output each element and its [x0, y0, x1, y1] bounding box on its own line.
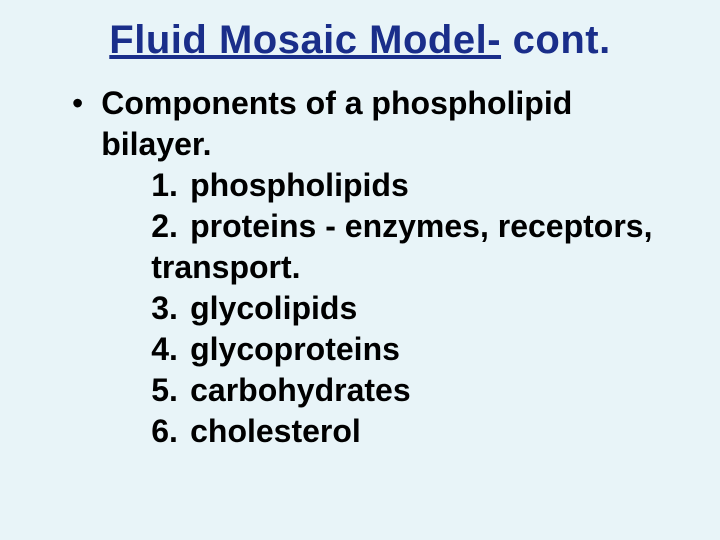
item-text: glycolipids	[190, 290, 357, 326]
numbered-list: 1. phospholipids 2. proteins - enzymes, …	[101, 165, 652, 452]
title-underlined: Fluid Mosaic Model-	[109, 18, 501, 62]
item-text: glycoproteins	[190, 331, 400, 367]
bullet-icon: •	[72, 85, 83, 122]
item-text: proteins - enzymes, receptors,	[190, 208, 652, 244]
main-text-block: Components of a phospholipid bilayer. 1.…	[101, 83, 652, 452]
main-text-line2: bilayer.	[101, 124, 652, 165]
item-text: carbohydrates	[190, 372, 411, 408]
slide-title: Fluid Mosaic Model- cont.	[40, 18, 680, 63]
list-item: 5. carbohydrates	[151, 370, 652, 411]
item-number: 3.	[151, 288, 181, 329]
item-number: 5.	[151, 370, 181, 411]
slide-container: Fluid Mosaic Model- cont. • Components o…	[0, 0, 720, 540]
list-item: 2. proteins - enzymes, receptors,	[151, 206, 652, 247]
item-number: 1.	[151, 165, 181, 206]
list-item: 4. glycoproteins	[151, 329, 652, 370]
item-number: 6.	[151, 411, 181, 452]
title-rest: cont.	[501, 18, 611, 62]
main-text-line1: Components of a phospholipid	[101, 83, 652, 124]
list-item-continuation: transport.	[101, 247, 652, 288]
item-number: 4.	[151, 329, 181, 370]
list-item: 6. cholesterol	[151, 411, 652, 452]
item-number: 2.	[151, 206, 181, 247]
bullet-row: • Components of a phospholipid bilayer. …	[72, 83, 680, 452]
content-area: • Components of a phospholipid bilayer. …	[40, 83, 680, 452]
list-item: 1. phospholipids	[151, 165, 652, 206]
item-text: phospholipids	[190, 167, 409, 203]
item-text: cholesterol	[190, 413, 361, 449]
list-item: 3. glycolipids	[151, 288, 652, 329]
